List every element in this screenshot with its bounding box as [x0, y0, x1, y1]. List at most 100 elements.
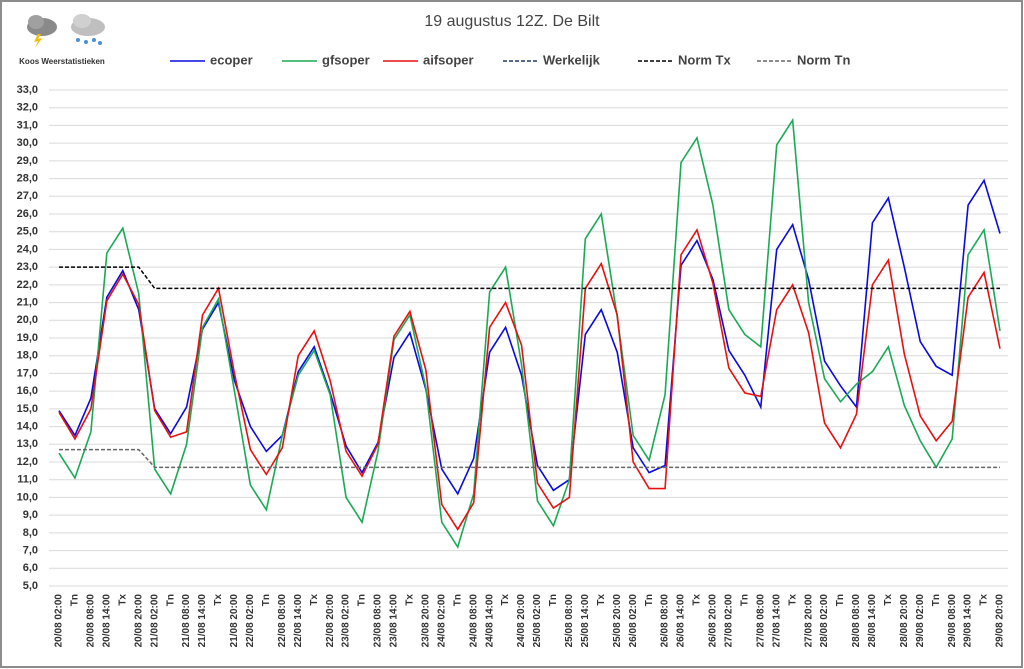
- x-tick-label: 25/08 02:00: [532, 594, 543, 648]
- x-tick-label: Tn: [835, 594, 846, 606]
- x-tick-label: 27/08 14:00: [771, 594, 782, 648]
- x-tick-label: 22/08 20:00: [325, 594, 336, 648]
- x-tick-label: 22/08 02:00: [245, 594, 256, 648]
- x-tick-label: 24/08 20:00: [516, 594, 527, 648]
- y-tick-label: 6,0: [23, 562, 38, 574]
- x-tick-label: Tn: [548, 594, 559, 606]
- x-tick-label: Tn: [70, 594, 81, 606]
- x-tick-label: 27/08 20:00: [803, 594, 814, 648]
- x-tick-label: Tx: [213, 594, 224, 606]
- y-tick-label: 27,0: [17, 190, 38, 202]
- y-tick-label: 21,0: [17, 296, 38, 308]
- series-line: [59, 448, 1000, 469]
- logo-icons: [27, 14, 105, 48]
- x-tick-label: Tx: [787, 594, 798, 606]
- x-tick-label: 29/08 02:00: [915, 594, 926, 648]
- y-tick-label: 12,0: [17, 456, 38, 468]
- x-tick-label: 29/08 14:00: [963, 594, 974, 648]
- x-tick-label: 23/08 14:00: [389, 594, 400, 648]
- y-tick-label: 32,0: [17, 102, 38, 114]
- legend-label: aifsoper: [423, 52, 474, 67]
- legend-label: gfsoper: [322, 52, 370, 67]
- x-tick-label: 20/08 20:00: [133, 594, 144, 648]
- x-tick-label: Tx: [692, 594, 703, 606]
- x-tick-label: 20/08 02:00: [54, 594, 65, 648]
- y-tick-label: 24,0: [17, 243, 38, 255]
- x-tick-label: 24/08 14:00: [484, 594, 495, 648]
- y-tick-label: 30,0: [17, 137, 38, 149]
- x-tick-label: Tx: [500, 594, 511, 606]
- y-tick-label: 10,0: [17, 491, 38, 503]
- y-tick-label: 18,0: [17, 350, 38, 362]
- y-tick-label: 16,0: [17, 385, 38, 397]
- x-tick-label: 25/08 08:00: [564, 594, 575, 648]
- x-tick-label: 26/08 20:00: [708, 594, 719, 648]
- x-tick-label: 25/08 20:00: [612, 594, 623, 648]
- y-tick-label: 14,0: [17, 420, 38, 432]
- x-tick-label: 24/08 02:00: [436, 594, 447, 648]
- x-tick-label: 28/08 20:00: [899, 594, 910, 648]
- x-tick-label: 23/08 02:00: [341, 594, 352, 648]
- x-tick-label: Tn: [931, 594, 942, 606]
- x-tick-label: 28/08 02:00: [819, 594, 830, 648]
- chart-title: 19 augustus 12Z. De Bilt: [424, 13, 600, 30]
- y-tick-label: 31,0: [17, 119, 38, 131]
- x-tick-label: Tn: [357, 594, 368, 606]
- y-tick-label: 22,0: [17, 279, 38, 291]
- x-tick-label: 26/08 08:00: [660, 594, 671, 648]
- legend-item: Werkelijk: [503, 52, 601, 67]
- y-tick-label: 8,0: [23, 527, 38, 539]
- y-tick-label: 28,0: [17, 172, 38, 184]
- x-tick-label: 23/08 20:00: [420, 594, 431, 648]
- x-tick-label: Tx: [596, 594, 607, 606]
- x-tick-label: Tx: [309, 594, 320, 606]
- y-tick-label: 17,0: [17, 367, 38, 379]
- x-tick-label: 23/08 08:00: [373, 594, 384, 648]
- x-tick-label: 27/08 02:00: [724, 594, 735, 648]
- y-tick-label: 25,0: [17, 226, 38, 238]
- legend-item: Norm Tn: [757, 52, 851, 67]
- x-tick-label: 29/08 08:00: [947, 594, 958, 648]
- y-tick-label: 11,0: [17, 474, 38, 486]
- x-tick-label: Tn: [165, 594, 176, 606]
- x-tick-label: 28/08 08:00: [851, 594, 862, 648]
- x-tick-label: 28/08 14:00: [867, 594, 878, 648]
- y-tick-label: 15,0: [17, 403, 38, 415]
- x-tick-label: Tn: [644, 594, 655, 606]
- y-tick-label: 9,0: [23, 509, 38, 521]
- x-tick-label: Tx: [405, 594, 416, 606]
- x-tick-label: 26/08 14:00: [676, 594, 687, 648]
- y-tick-label: 20,0: [17, 314, 38, 326]
- x-tick-label: Tx: [117, 594, 128, 606]
- series-line: [58, 117, 1001, 549]
- x-tick-label: 22/08 14:00: [293, 594, 304, 648]
- x-tick-label: 21/08 14:00: [197, 594, 208, 648]
- series-line: [58, 228, 1001, 531]
- logo-text: Koos Weerstatistieken: [19, 57, 105, 66]
- x-tick-label: 27/08 08:00: [755, 594, 766, 648]
- legend-item: ecoper: [170, 52, 253, 67]
- x-tick-label: 24/08 08:00: [468, 594, 479, 648]
- legend-label: Norm Tx: [678, 52, 732, 67]
- y-tick-label: 29,0: [17, 155, 38, 167]
- x-tick-label: 21/08 02:00: [149, 594, 160, 648]
- series-line: [59, 266, 1000, 290]
- y-tick-label: 13,0: [17, 438, 38, 450]
- x-tick-label: 21/08 20:00: [229, 594, 240, 648]
- x-tick-label: 25/08 14:00: [580, 594, 591, 648]
- legend-item: Norm Tx: [638, 52, 732, 67]
- x-tick-label: 20/08 08:00: [86, 594, 97, 648]
- legend-item: aifsoper: [383, 52, 474, 67]
- y-tick-label: 33,0: [17, 84, 38, 96]
- y-tick-label: 7,0: [23, 544, 38, 556]
- x-tick-label: Tx: [979, 594, 990, 606]
- y-tick-label: 19,0: [17, 332, 38, 344]
- x-tick-label: Tn: [261, 594, 272, 606]
- x-tick-label: 29/08 20:00: [995, 594, 1006, 648]
- y-tick-label: 26,0: [17, 208, 38, 220]
- x-tick-label: 22/08 08:00: [277, 594, 288, 648]
- y-tick-label: 5,0: [23, 580, 38, 592]
- y-tick-label: 23,0: [17, 261, 38, 273]
- x-tick-label: 26/08 02:00: [628, 594, 639, 648]
- legend-label: Werkelijk: [543, 52, 601, 67]
